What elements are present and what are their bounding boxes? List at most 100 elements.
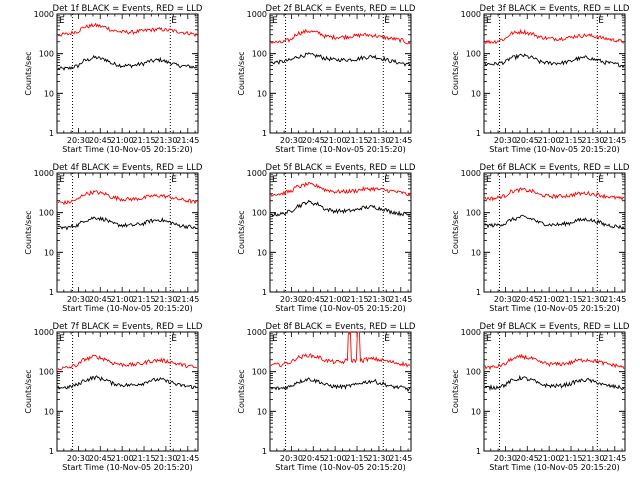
x-tick-label: 21:30: [154, 295, 177, 304]
y-tick-label: 100: [466, 50, 481, 59]
x-tick-label: 20:30: [67, 136, 90, 145]
y-tick-label: 1: [476, 447, 481, 456]
x-tick-label: 20:45: [302, 295, 325, 304]
panel-title: Det 6f BLACK = Events, RED = LLD: [480, 163, 630, 173]
y-tick-label: 1: [49, 447, 54, 456]
y-tick-label: 100: [252, 209, 267, 218]
y-tick-label: 10: [44, 407, 54, 416]
lld-series-line: [484, 187, 625, 202]
y-tick-label: 1: [262, 447, 267, 456]
panel-title: Det 1f BLACK = Events, RED = LLD: [53, 4, 203, 14]
panel-8: Det 8f BLACK = Events, RED = LLD 1 10 100 10…: [237, 322, 416, 472]
x-tick-label: 21:15: [132, 454, 155, 463]
x-tick-label: 21:15: [132, 295, 155, 304]
y-tick-label: 1: [49, 129, 54, 138]
plot-frame: [483, 13, 626, 134]
events-series-line: [270, 199, 410, 217]
y-axis-label: Counts/sec: [451, 369, 460, 413]
y-tick-label: 1: [262, 129, 267, 138]
x-tick-label: 21:45: [389, 454, 412, 463]
x-axis-label: Start Time (10-Nov-05 20:15:20): [62, 304, 192, 313]
y-tick-label: 100: [39, 368, 54, 377]
panel-title: Det 5f BLACK = Events, RED = LLD: [266, 163, 416, 173]
x-tick-label: 21:15: [132, 136, 155, 145]
x-tick-label: 20:30: [67, 454, 90, 463]
x-axis-label: Start Time (10-Nov-05 20:15:20): [62, 463, 192, 472]
x-tick-label: 21:30: [367, 136, 390, 145]
x-tick-label: 20:45: [89, 136, 112, 145]
events-series-line: [57, 375, 197, 390]
plot-frame: [56, 13, 199, 134]
panel-title: Det 4f BLACK = Events, RED = LLD: [53, 163, 203, 173]
x-tick-label: 20:45: [516, 136, 539, 145]
event-marker: E: [384, 334, 390, 344]
x-tick-label: 20:30: [280, 136, 303, 145]
x-tick-label: 21:15: [345, 454, 368, 463]
event-marker: E: [384, 175, 390, 185]
event-marker: E: [598, 16, 604, 26]
y-tick-label: 10: [471, 248, 481, 257]
panel-2: Det 2f BLACK = Events, RED = LLD 1 10 100 10…: [237, 4, 416, 154]
event-marker: E: [59, 16, 65, 26]
lld-series-line: [270, 28, 411, 45]
x-tick-label: 20:30: [280, 295, 303, 304]
lld-series-line: [57, 189, 198, 206]
x-axis-label: Start Time (10-Nov-05 20:15:20): [489, 463, 619, 472]
events-series-line: [57, 215, 198, 231]
y-axis-label: Counts/sec: [451, 51, 460, 95]
y-axis-label: Counts/sec: [237, 210, 246, 254]
x-tick-label: 21:30: [581, 295, 604, 304]
x-tick-label: 20:45: [516, 454, 539, 463]
x-tick-label: 20:30: [494, 454, 517, 463]
event-marker: E: [598, 334, 604, 344]
x-tick-label: 21:00: [324, 136, 347, 145]
y-tick-label: 1000: [247, 10, 267, 19]
x-axis-label: Start Time (10-Nov-05 20:15:20): [275, 463, 405, 472]
y-tick-label: 1: [49, 288, 54, 297]
lld-series-line: [270, 331, 411, 368]
x-axis-label: Start Time (10-Nov-05 20:15:20): [62, 145, 192, 154]
lld-series-line: [57, 22, 198, 38]
events-series-line: [484, 53, 625, 69]
event-marker: E: [272, 334, 278, 344]
x-tick-label: 21:00: [538, 136, 561, 145]
events-series-line: [484, 374, 625, 391]
panel-4: Det 4f BLACK = Events, RED = LLD 1 10 100 10…: [24, 163, 203, 313]
y-axis-label: Counts/sec: [237, 51, 246, 95]
x-tick-label: 21:45: [176, 136, 199, 145]
y-tick-label: 10: [257, 407, 267, 416]
x-tick-label: 21:30: [581, 136, 604, 145]
panel-title: Det 3f BLACK = Events, RED = LLD: [480, 4, 630, 14]
events-series-line: [270, 377, 411, 392]
y-tick-label: 100: [39, 50, 54, 59]
x-tick-label: 21:45: [176, 295, 199, 304]
x-axis-label: Start Time (10-Nov-05 20:15:20): [275, 145, 405, 154]
y-axis-label: Counts/sec: [237, 369, 246, 413]
x-tick-label: 21:45: [389, 295, 412, 304]
events-series-line: [270, 52, 411, 67]
panel-title: Det 2f BLACK = Events, RED = LLD: [266, 4, 416, 14]
x-tick-label: 21:00: [111, 295, 134, 304]
x-tick-label: 20:45: [302, 136, 325, 145]
x-tick-label: 20:45: [302, 454, 325, 463]
y-axis-label: Counts/sec: [24, 210, 33, 254]
y-tick-label: 100: [466, 368, 481, 377]
y-tick-label: 10: [257, 248, 267, 257]
plot-frame: [483, 331, 626, 452]
event-marker: E: [59, 175, 65, 185]
x-tick-label: 20:30: [494, 295, 517, 304]
x-tick-label: 21:15: [559, 295, 582, 304]
panel-3: Det 3f BLACK = Events, RED = LLD 1 10 100 10…: [451, 4, 630, 154]
x-tick-label: 21:30: [154, 136, 177, 145]
plot-frame: [56, 331, 199, 452]
y-tick-label: 1000: [461, 328, 481, 337]
y-tick-label: 10: [257, 89, 267, 98]
y-axis-label: Counts/sec: [24, 51, 33, 95]
y-tick-label: 10: [44, 89, 54, 98]
y-tick-label: 1000: [34, 328, 54, 337]
y-tick-label: 10: [471, 407, 481, 416]
y-tick-label: 100: [466, 209, 481, 218]
x-tick-label: 21:45: [389, 136, 412, 145]
x-tick-label: 21:00: [538, 295, 561, 304]
x-tick-label: 21:45: [603, 454, 626, 463]
